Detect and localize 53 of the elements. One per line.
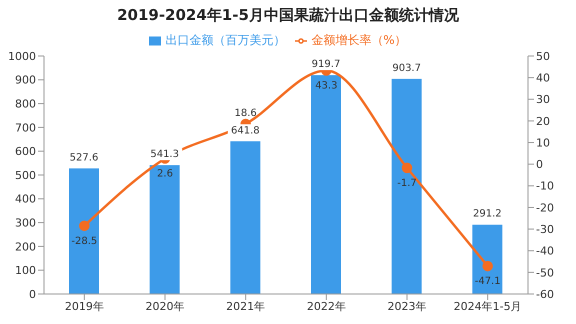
- data-label: -47.1: [474, 276, 501, 288]
- x-tick-label: 2020年: [146, 300, 184, 313]
- y2-tick-label: -30: [536, 222, 554, 236]
- x-tick-label: 2019年: [64, 300, 104, 313]
- bar: [392, 78, 422, 294]
- bar: [150, 165, 180, 294]
- y-tick-label: 300: [15, 216, 36, 230]
- y-tick-label: 1000: [8, 50, 36, 63]
- data-label: 527.6: [70, 152, 98, 164]
- y-tick-label: 200: [15, 240, 36, 254]
- y-tick-label: 800: [15, 98, 36, 111]
- bar: [69, 168, 99, 294]
- data-label: 641.8: [231, 125, 260, 136]
- bar: [230, 141, 260, 294]
- bar: [311, 75, 341, 294]
- data-label: 43.3: [315, 80, 338, 92]
- chart-title: 2019-2024年1-5月中国果蔬汁出口金额统计情况: [116, 6, 460, 26]
- point: [79, 220, 90, 232]
- x-tick-label: 2021年: [226, 300, 266, 313]
- y2-tick-label: -40: [536, 244, 554, 258]
- x-tick-label: 2023年: [388, 300, 426, 313]
- data-label: 291.2: [473, 208, 502, 220]
- legend-label: 金额增长率（%）: [311, 33, 407, 47]
- x-tick-label: 2022年: [306, 300, 346, 313]
- y2-tick-label: -60: [536, 288, 554, 301]
- data-label: 2.6: [157, 168, 173, 180]
- y-tick-label: 600: [15, 145, 36, 158]
- y-tick-label: 100: [15, 264, 36, 278]
- y2-tick-label: 0: [536, 158, 543, 172]
- point: [402, 162, 412, 174]
- y2-tick-label: 40: [536, 72, 550, 85]
- y2-tick-label: -10: [536, 180, 554, 193]
- y-tick-label: 500: [15, 168, 36, 182]
- legend-label: 出口金额（百万美元）: [165, 33, 286, 47]
- data-label: 919.7: [312, 59, 340, 70]
- point: [482, 260, 493, 272]
- y-tick-label: 400: [15, 192, 36, 206]
- y2-tick-label: 10: [536, 136, 550, 150]
- bar: [472, 224, 502, 294]
- data-label: -28.5: [71, 236, 98, 247]
- x-tick-label: 2024年1-5月: [454, 300, 522, 313]
- data-label: 903.7: [392, 62, 421, 74]
- y-tick-label: 700: [15, 121, 36, 134]
- data-label: 541.3: [150, 149, 179, 160]
- y-tick-label: 900: [15, 74, 36, 87]
- y2-tick-label: -20: [536, 201, 554, 214]
- y2-tick-label: -50: [536, 266, 554, 280]
- data-label: 18.6: [234, 108, 257, 119]
- y2-tick-label: 30: [536, 93, 550, 106]
- y2-tick-label: 50: [536, 50, 550, 63]
- y2-tick-label: 20: [536, 114, 550, 128]
- y-tick-label: 0: [29, 288, 36, 301]
- data-label: -1.7: [397, 178, 417, 189]
